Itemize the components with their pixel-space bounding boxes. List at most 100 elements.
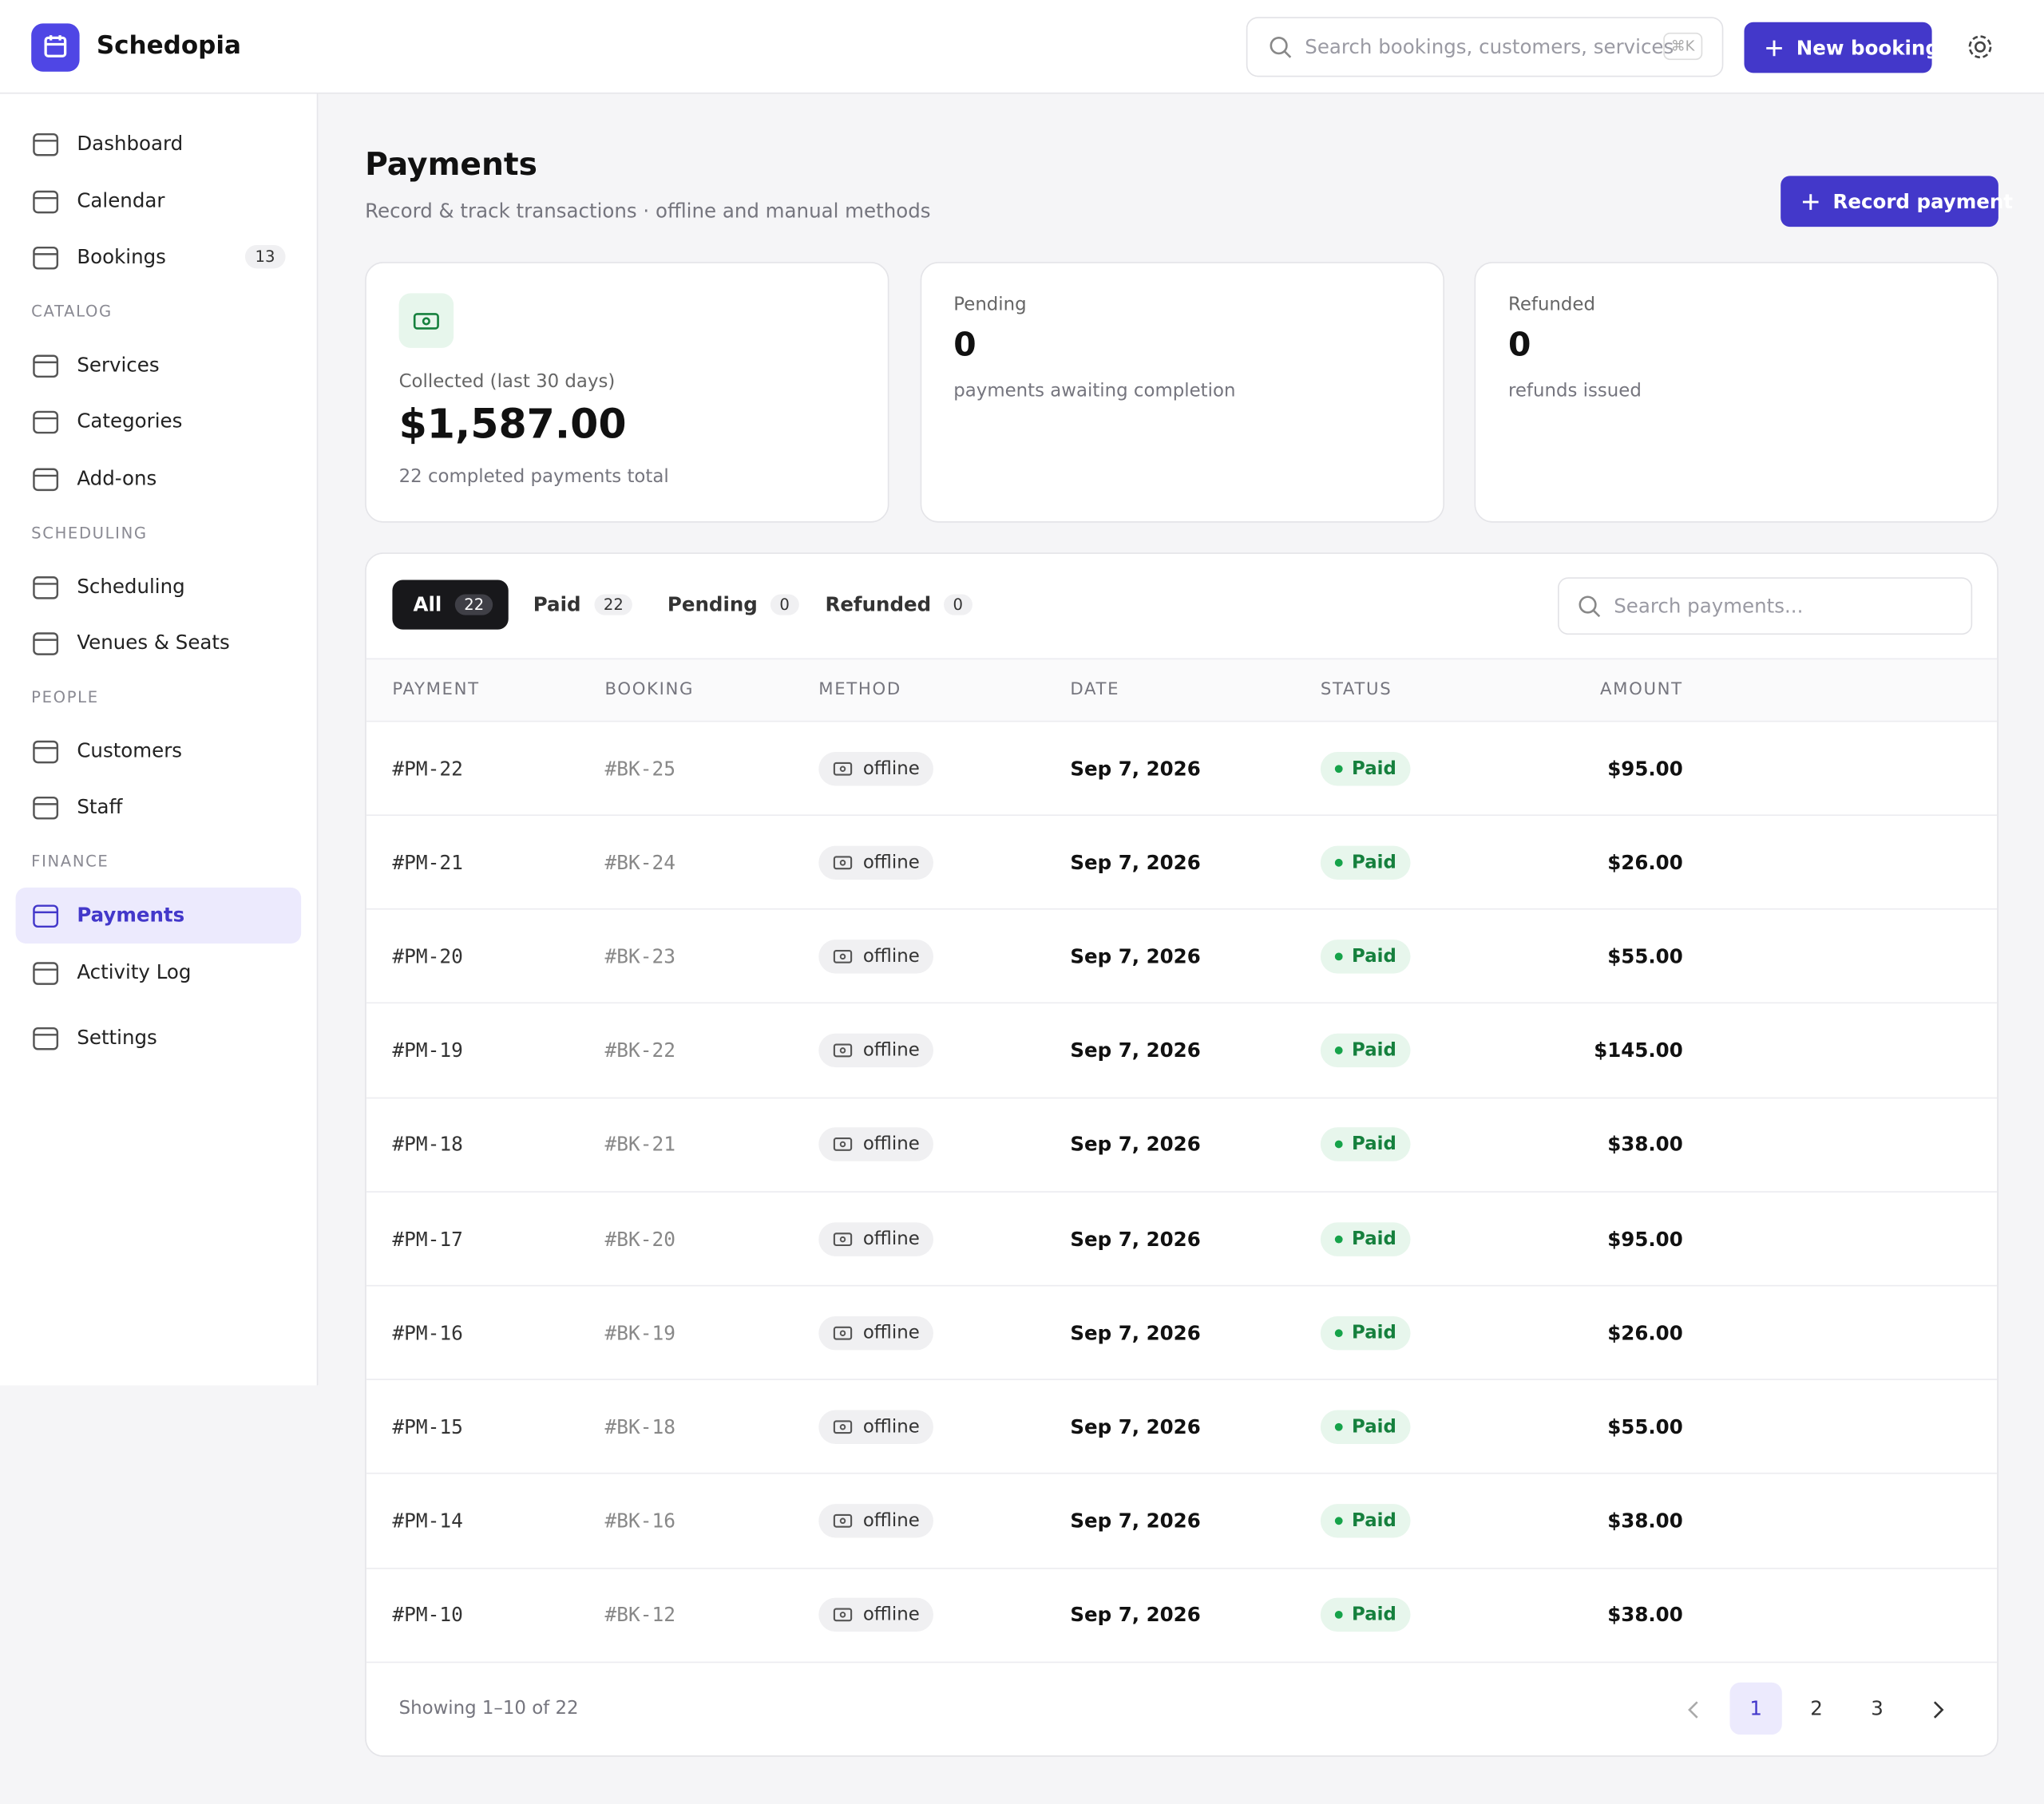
tab-label: Refunded xyxy=(825,592,932,617)
status-label: Paid xyxy=(1352,1228,1396,1249)
table-row[interactable]: #PM-14 #BK-16 offline Sep 7, 2026 Paid $38.00 xyxy=(366,1474,1998,1569)
method-pill: offline xyxy=(818,1127,934,1162)
nav-item[interactable]: Scheduling xyxy=(16,559,302,615)
table-row[interactable]: #PM-19 #BK-22 offline Sep 7, 2026 Paid $145.0… xyxy=(366,1004,1998,1098)
booking-id: #BK-16 xyxy=(604,1509,676,1533)
method-label: offline xyxy=(862,1040,920,1062)
tab-count: 0 xyxy=(944,594,972,615)
nav-item[interactable]: Services xyxy=(16,338,302,394)
payment-date: Sep 7, 2026 xyxy=(1070,1133,1201,1157)
nav-label: Staff xyxy=(77,795,123,819)
nav-item[interactable]: Dashboard xyxy=(16,116,302,172)
icon-graphic xyxy=(833,1608,853,1622)
payment-date: Sep 7, 2026 xyxy=(1070,1320,1201,1345)
nav-item[interactable]: Categories xyxy=(16,394,302,450)
prev-page[interactable] xyxy=(1667,1683,1719,1735)
payment-date: Sep 7, 2026 xyxy=(1070,944,1201,968)
status-dot xyxy=(1334,1141,1343,1149)
nav-item[interactable]: Calendar xyxy=(16,172,302,228)
row-cells: #PM-21 #BK-24 offline Sep 7, 2026 Paid $26.00 xyxy=(392,816,1683,908)
nav-item[interactable]: Venues & Seats xyxy=(16,615,302,671)
method-label: offline xyxy=(862,1322,920,1343)
stat-note: payments awaiting completion xyxy=(953,380,1236,402)
table-row[interactable]: #PM-16 #BK-19 offline Sep 7, 2026 Paid $26.00 xyxy=(366,1287,1998,1381)
plus-icon xyxy=(1766,40,1782,57)
page-button[interactable]: 2 xyxy=(1810,1696,1823,1721)
status-pill: Paid xyxy=(1320,1033,1411,1068)
table-row[interactable]: #PM-22 #BK-25 offline Sep 7, 2026 Paid $95.00 xyxy=(366,722,1998,817)
payment-id: #PM-18 xyxy=(392,1133,463,1157)
method-pill: offline xyxy=(818,939,934,974)
method-pill: offline xyxy=(818,845,934,880)
nav-item[interactable]: Bookings 13 xyxy=(16,230,302,286)
payment-id: #PM-22 xyxy=(392,756,463,781)
method-label: offline xyxy=(862,1228,920,1249)
stat-icon xyxy=(398,293,454,348)
row-cells: #PM-20 #BK-23 offline Sep 7, 2026 Paid $55.00 xyxy=(392,910,1683,1003)
icon-graphic xyxy=(33,190,59,213)
nav-item[interactable]: Settings xyxy=(16,1011,302,1066)
shortcut: ⌘K xyxy=(1662,32,1703,61)
nav-item[interactable]: Payments xyxy=(15,887,302,944)
table-row[interactable]: #PM-17 #BK-20 offline Sep 7, 2026 Paid $95.00 xyxy=(366,1193,1998,1287)
icon-graphic xyxy=(833,762,853,775)
filter-tab[interactable]: Pending 0 xyxy=(647,580,799,630)
new-booking-button[interactable]: New booking xyxy=(1744,22,1939,73)
status-label: Paid xyxy=(1352,1133,1396,1156)
status-label: Paid xyxy=(1352,852,1396,873)
search-placeholder: Search bookings, customers, services xyxy=(1305,35,1674,59)
booking-id: #BK-23 xyxy=(604,944,676,968)
icon-graphic xyxy=(833,1043,853,1058)
global-search[interactable]: Search bookings, customers, services ⌘K xyxy=(1246,17,1724,77)
filter-tab[interactable]: Paid 22 xyxy=(513,580,633,630)
method-pill: offline xyxy=(818,1221,934,1256)
icon-graphic xyxy=(33,1027,59,1050)
nav-item[interactable]: Staff xyxy=(16,780,302,836)
payment-id: #PM-17 xyxy=(392,1227,463,1251)
column-header: PAYMENT xyxy=(392,680,480,700)
payments-search[interactable]: Search payments... xyxy=(1558,577,1973,635)
page-button[interactable]: 3 xyxy=(1871,1696,1884,1721)
page-button[interactable]: 1 xyxy=(1729,1682,1782,1735)
icon-graphic xyxy=(1933,1700,1944,1718)
status-dot xyxy=(1334,1046,1343,1054)
stat-label: Refunded xyxy=(1507,294,1596,316)
payments-panel: Search payments... PAYMENT BOOKING METHOD D… xyxy=(365,552,1998,1757)
icon-graphic xyxy=(833,855,853,869)
column-header: STATUS xyxy=(1320,680,1392,700)
booking-id: #BK-12 xyxy=(604,1603,676,1628)
table-row[interactable]: #PM-15 #BK-18 offline Sep 7, 2026 Paid $55.00 xyxy=(366,1381,1998,1475)
page-subtitle: Record & track transactions · offline an… xyxy=(365,199,931,224)
filter-tab[interactable]: All 22 xyxy=(392,580,509,630)
method-pill: offline xyxy=(818,1315,934,1350)
payment-amount: $38.00 xyxy=(1607,1133,1683,1157)
icon-graphic xyxy=(833,1137,853,1152)
icon-graphic xyxy=(33,632,59,656)
table-row[interactable]: #PM-20 #BK-23 offline Sep 7, 2026 Paid $55.00 xyxy=(366,910,1998,1004)
logo[interactable] xyxy=(31,23,80,72)
record-payment-button[interactable]: Record payment xyxy=(1781,176,2013,227)
status-dot xyxy=(1334,1611,1343,1620)
table-row[interactable]: #PM-10 #BK-12 offline Sep 7, 2026 Paid $38.00 xyxy=(366,1569,1998,1663)
table-row[interactable]: #PM-21 #BK-24 offline Sep 7, 2026 Paid $26.00 xyxy=(366,816,1998,910)
search-placeholder: Search payments... xyxy=(1614,594,1804,618)
nav-item[interactable]: Activity Log xyxy=(16,944,302,1000)
icon-graphic xyxy=(833,1232,853,1246)
next-page[interactable] xyxy=(1912,1683,1964,1735)
status-label: Paid xyxy=(1352,758,1396,779)
method-pill: offline xyxy=(818,1033,934,1068)
icon-graphic xyxy=(33,740,59,763)
filter-tab[interactable]: Refunded 0 xyxy=(804,580,972,630)
payment-amount: $26.00 xyxy=(1607,850,1683,874)
showing: Showing 1–10 of 22 xyxy=(398,1698,579,1719)
table-row[interactable]: #PM-18 #BK-21 offline Sep 7, 2026 Paid $38.00 xyxy=(366,1098,1998,1193)
status-label: Paid xyxy=(1352,1322,1396,1343)
settings-icon[interactable] xyxy=(1964,31,1995,62)
nav-item[interactable]: Customers xyxy=(16,723,302,779)
status-dot xyxy=(1334,1328,1343,1337)
nav-item[interactable]: Add-ons xyxy=(16,451,302,507)
payment-date: Sep 7, 2026 xyxy=(1070,1227,1201,1251)
section-label: SCHEDULING xyxy=(31,523,148,542)
